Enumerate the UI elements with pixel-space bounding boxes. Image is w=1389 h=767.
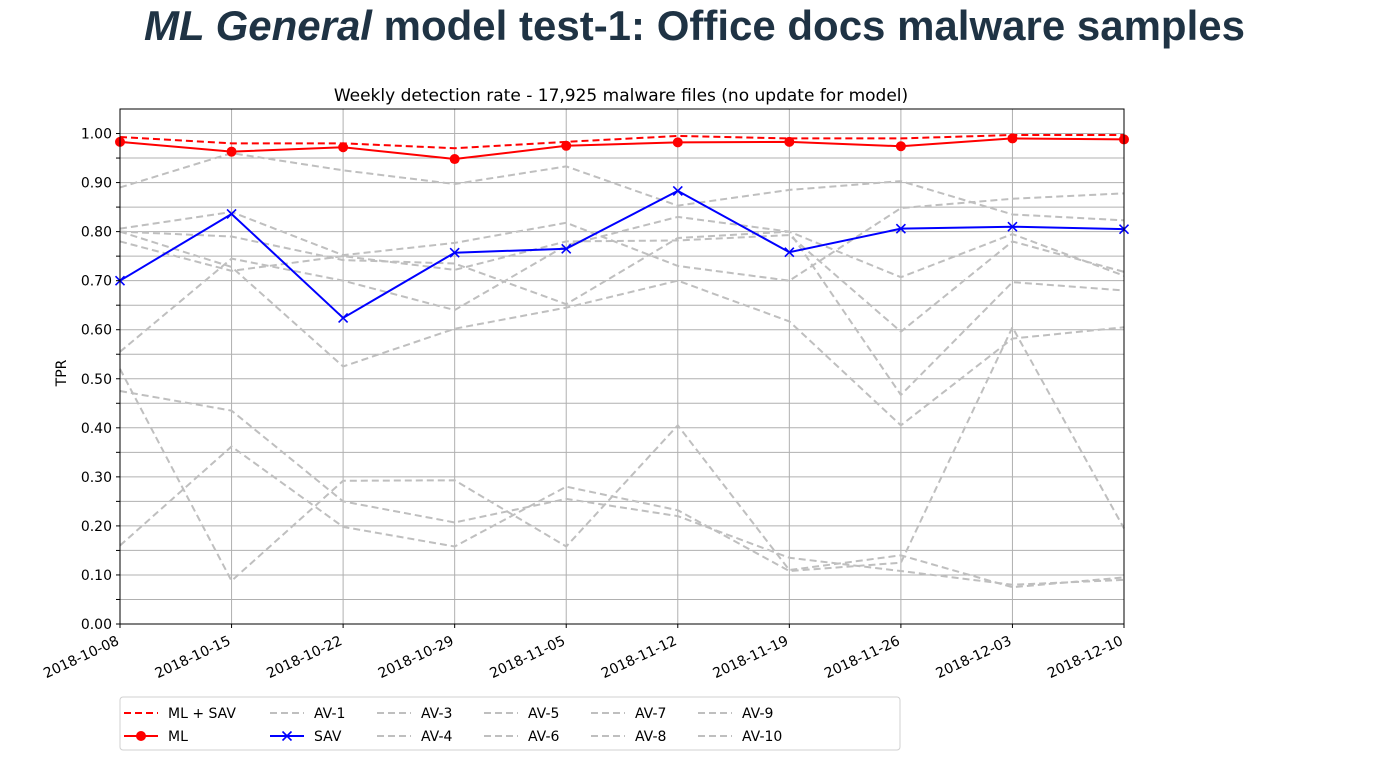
legend-item: ML + SAV <box>124 706 236 722</box>
legend-label: AV-10 <box>742 729 782 745</box>
plot-frame <box>119 108 1125 625</box>
y-tick-label: 0.90 <box>81 176 112 192</box>
series-av-1 <box>119 152 1125 222</box>
series-line <box>119 390 1125 586</box>
legend-item: AV-7 <box>591 706 666 722</box>
legend-item: AV-3 <box>377 706 452 722</box>
series-line <box>119 152 1125 222</box>
data-point <box>1007 133 1018 144</box>
legend-item: AV-9 <box>698 706 773 722</box>
slide-title: ML General model test-1: Office docs mal… <box>0 2 1389 50</box>
y-tick-label: 0.00 <box>81 617 112 633</box>
legend-label: SAV <box>314 729 342 745</box>
legend-label: ML + SAV <box>168 706 236 722</box>
legend-item: AV-10 <box>698 729 782 745</box>
series-line <box>119 230 1125 306</box>
series-line <box>119 133 1124 150</box>
y-tick-label: 0.30 <box>81 470 112 486</box>
legend-label: AV-3 <box>421 706 452 722</box>
legend-item: ML <box>124 729 188 745</box>
legend-marker <box>136 731 146 741</box>
legend-item: AV-4 <box>377 729 452 745</box>
legend-label: AV-4 <box>421 729 452 745</box>
series-line <box>119 234 1125 333</box>
axes: 0.00 0.10 0.20 0.30 0.40 0.50 0.60 0.70 0.80 0.90… <box>41 127 1126 682</box>
y-tick-label: 0.40 <box>81 421 112 437</box>
legend-item: AV-6 <box>484 729 559 745</box>
data-point <box>226 208 237 220</box>
data-point <box>338 312 349 324</box>
legend-item: AV-8 <box>591 729 666 745</box>
slide-title-rest: model test-1: Office docs malware sample… <box>371 2 1245 49</box>
series-line <box>119 189 1125 320</box>
y-tick-label: 0.70 <box>81 274 112 290</box>
legend-item: AV-1 <box>270 706 345 722</box>
data-point <box>895 141 906 152</box>
data-point <box>1007 221 1018 232</box>
chart-title: Weekly detection rate - 17,925 malware f… <box>334 86 908 106</box>
x-tick-label: 2018-10-15 <box>153 633 234 682</box>
legend-label: AV-5 <box>528 706 559 722</box>
series-av-10 <box>119 325 1125 573</box>
data-point <box>226 146 237 157</box>
series-av-4 <box>119 230 1125 306</box>
series-line <box>119 215 1125 397</box>
grid <box>119 109 1125 625</box>
series-av-6 <box>119 215 1125 397</box>
series-ml <box>115 133 1129 165</box>
y-tick-label: 0.10 <box>81 568 112 584</box>
data-point <box>338 142 349 153</box>
x-tick-label: 2018-12-10 <box>1045 633 1126 682</box>
data-point <box>561 243 572 254</box>
legend-label: AV-8 <box>635 729 666 745</box>
data-point <box>672 185 683 196</box>
legend-label: AV-1 <box>314 706 345 722</box>
data-point <box>449 247 460 258</box>
data-point <box>561 140 572 151</box>
legend: ML + SAV ML AV-1 SAV AV-3 AV-4 AV-5 AV-6 AV-7 AV-… <box>119 696 901 751</box>
series-line <box>119 192 1125 282</box>
x-tick-label: 2018-10-08 <box>41 633 122 682</box>
legend-item: AV-5 <box>484 706 559 722</box>
legend-frame <box>119 696 901 751</box>
x-tick-label: 2018-10-29 <box>376 633 457 682</box>
legend-label: AV-7 <box>635 706 666 722</box>
series-sav <box>114 185 1130 324</box>
y-tick-label: 0.20 <box>81 519 112 535</box>
y-tick-label: 0.80 <box>81 225 112 241</box>
x-tick-label: 2018-11-12 <box>599 633 680 682</box>
y-tick-label: 1.00 <box>81 127 112 143</box>
data-point <box>449 154 460 165</box>
y-tick-label: 0.60 <box>81 323 112 339</box>
y-axis-label: TPR <box>54 359 70 387</box>
series-av-8 <box>119 390 1125 586</box>
legend-label: AV-9 <box>742 706 773 722</box>
series-av-7 <box>119 230 1125 427</box>
legend-label: ML <box>168 729 188 745</box>
series-av-9 <box>119 368 1125 589</box>
data-point <box>784 136 795 147</box>
x-tick-label: 2018-11-26 <box>822 633 903 682</box>
series-line <box>119 137 1125 161</box>
series-line <box>119 325 1125 573</box>
x-tick-label: 2018-11-19 <box>711 633 792 682</box>
slide-title-italic: ML General <box>144 2 372 49</box>
series-line <box>119 230 1125 427</box>
series-av-3 <box>119 192 1125 282</box>
x-tick-label: 2018-11-05 <box>487 633 568 682</box>
series-av-5 <box>119 234 1125 333</box>
legend-label: AV-6 <box>528 729 559 745</box>
y-tick-label: 0.50 <box>81 372 112 388</box>
legend-item: SAV <box>270 729 342 745</box>
series-layer <box>114 133 1130 589</box>
series-ml-sav <box>119 133 1124 150</box>
x-tick-label: 2018-12-03 <box>934 633 1015 682</box>
legend-marker <box>281 730 293 742</box>
data-point <box>784 247 795 258</box>
x-tick-label: 2018-10-22 <box>264 633 345 682</box>
data-point <box>672 137 683 148</box>
data-point <box>895 223 906 234</box>
series-line <box>119 368 1125 589</box>
